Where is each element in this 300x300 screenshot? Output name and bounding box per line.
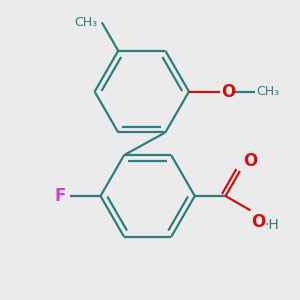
Text: O: O xyxy=(251,213,266,231)
Text: O: O xyxy=(243,152,257,170)
Text: CH₃: CH₃ xyxy=(256,85,280,98)
Text: CH₃: CH₃ xyxy=(75,16,98,29)
Text: F: F xyxy=(54,187,66,205)
Text: ·H: ·H xyxy=(265,218,280,232)
Text: O: O xyxy=(221,82,235,100)
